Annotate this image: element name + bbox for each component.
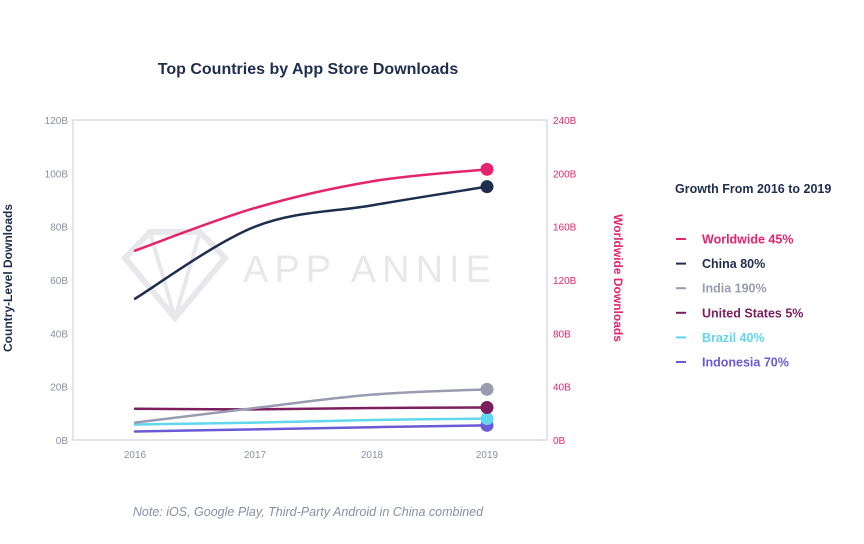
left-tick-label: 40B <box>50 329 68 340</box>
x-tick-label: 2017 <box>244 450 267 461</box>
legend: Worldwide 45% China 80% India 190% United S… <box>676 233 803 370</box>
legend-label-india: India 190% <box>702 282 767 296</box>
watermark: APP ANNIE <box>120 229 497 323</box>
left-tick-label: 120B <box>45 116 69 127</box>
watermark-diamond-facet <box>148 231 177 319</box>
legend-label-united-states: United States 5% <box>702 306 803 320</box>
watermark-text: APP ANNIE <box>243 249 497 291</box>
right-tick-label: 80B <box>553 329 571 340</box>
left-tick-label: 100B <box>45 169 69 180</box>
series-endpoint-united-states <box>480 400 494 414</box>
series-endpoint-china <box>480 180 494 194</box>
legend-label-worldwide: Worldwide 45% <box>702 233 793 247</box>
watermark-diamond-facet <box>173 231 202 319</box>
x-tick-label: 2018 <box>361 450 384 461</box>
right-tick-label: 240B <box>553 116 577 127</box>
x-tick-label: 2016 <box>124 450 147 461</box>
series-line-indonesia <box>133 424 489 433</box>
legend-label-brazil: Brazil 40% <box>702 331 765 345</box>
left-tick-label: 60B <box>50 276 68 287</box>
right-tick-label: 160B <box>553 223 577 234</box>
series-endpoint-brazil <box>480 412 494 426</box>
left-axis-title: Country-Level Downloads <box>1 204 15 352</box>
right-axis-title: Worldwide Downloads <box>611 214 625 342</box>
chart-title: Top Countries by App Store Downloads <box>158 61 459 78</box>
series-group <box>133 162 494 433</box>
x-tick-label: 2019 <box>476 450 499 461</box>
right-tick-label: 0B <box>553 436 566 447</box>
left-axis-ticks: 0B 20B 40B 60B 80B 100B 120B <box>45 116 69 447</box>
right-tick-label: 120B <box>553 276 577 287</box>
series-line-worldwide <box>133 168 489 252</box>
legend-title: Growth From 2016 to 2019 <box>675 182 831 196</box>
series-line-china <box>133 185 489 300</box>
x-axis-ticks: 2016 2017 2018 2019 <box>124 450 499 461</box>
right-tick-label: 200B <box>553 169 577 180</box>
series-endpoint-india <box>480 382 494 396</box>
legend-label-indonesia: Indonesia 70% <box>702 356 789 370</box>
series-endpoint-worldwide <box>480 162 494 176</box>
series-line-united-states <box>133 406 489 411</box>
chart-note: Note: iOS, Google Play, Third-Party Andr… <box>133 505 484 519</box>
watermark-diamond-icon <box>120 229 230 323</box>
plot-frame <box>72 119 548 441</box>
series-line-brazil <box>133 417 489 426</box>
left-tick-label: 0B <box>56 436 69 447</box>
right-tick-label: 40B <box>553 383 571 394</box>
legend-label-china: China 80% <box>702 257 765 271</box>
left-tick-label: 20B <box>50 383 68 394</box>
series-line-india <box>133 388 489 424</box>
left-tick-label: 80B <box>50 223 68 234</box>
right-axis-ticks: 0B 40B 80B 120B 160B 200B 240B <box>553 116 577 447</box>
